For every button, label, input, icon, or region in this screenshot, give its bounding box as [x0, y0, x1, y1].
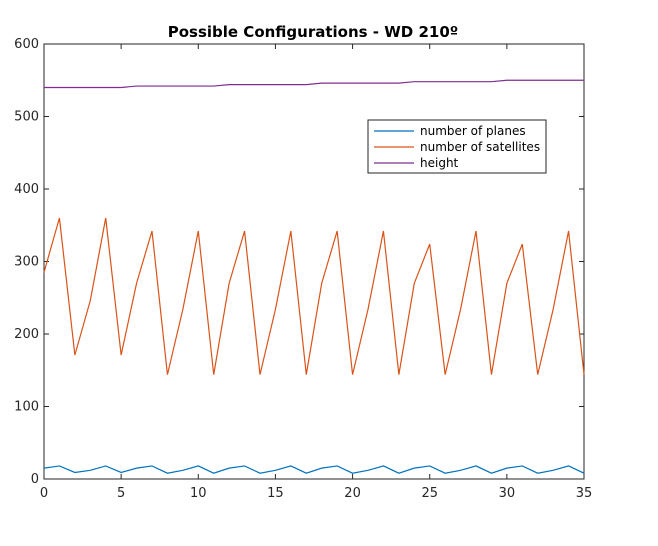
x-tick-label: 20 [344, 486, 361, 501]
legend-label: height [420, 156, 459, 170]
series-line-number-of-satellites [43, 217, 585, 375]
x-tick-label: 15 [267, 486, 284, 501]
y-tick-label: 300 [14, 255, 39, 270]
legend: number of planes number of satellites heig… [367, 119, 547, 174]
y-tick-label: 500 [14, 110, 39, 125]
y-tick-label: 200 [14, 327, 39, 342]
x-tick-label: 5 [117, 486, 125, 501]
series-line-height [44, 79, 584, 89]
axes-box [43, 43, 585, 480]
series-line-number-of-planes [43, 465, 585, 474]
chart-title: Possible Configurations - WD 210º [168, 23, 459, 41]
x-tick-label: 10 [190, 486, 207, 501]
x-tick-label: 30 [499, 486, 516, 501]
y-tick-label: 100 [14, 400, 39, 415]
legend-label: number of satellites [420, 140, 540, 154]
legend-label: number of planes [420, 124, 526, 138]
x-tick-label: 0 [40, 486, 48, 501]
x-tick-label: 25 [421, 486, 438, 501]
plot-area: 0 5 10 15 20 25 30 35 0 100 200 300 400 500 600 [14, 37, 592, 501]
y-tick-label: 400 [14, 182, 39, 197]
y-tick-label: 600 [14, 37, 39, 52]
y-tick-label: 0 [31, 472, 39, 487]
x-tick-label: 35 [576, 486, 593, 501]
